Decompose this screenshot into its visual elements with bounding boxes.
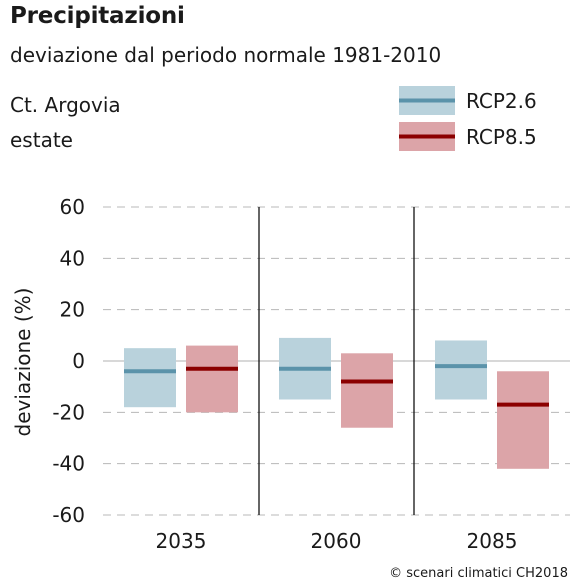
- x-tick-label: 2060: [311, 529, 362, 553]
- legend-label: RCP2.6: [466, 89, 537, 113]
- period-dividers: [258, 207, 415, 515]
- region-label: Ct. Argovia: [10, 93, 121, 117]
- y-tick-label: -60: [52, 503, 85, 527]
- range-bar-rcp26-2035: [124, 348, 176, 408]
- x-tick-labels: 2035 2060 2085: [156, 529, 518, 553]
- copyright-note: © scenari climatici CH2018: [389, 566, 568, 581]
- legend-label: RCP8.5: [466, 125, 537, 149]
- y-tick-label: 40: [60, 246, 85, 270]
- y-axis-label: deviazione (%): [11, 288, 35, 437]
- bars-group: [124, 337, 549, 469]
- y-tick-label: 0: [72, 349, 85, 373]
- y-tick-label: -40: [52, 452, 85, 476]
- range-bar-rcp26-2085: [435, 340, 487, 400]
- grid-lines: [103, 206, 570, 516]
- range-bar-rcp85-2085: [497, 371, 549, 469]
- range-bar-rcp85-2060: [341, 353, 393, 428]
- y-tick-label: 20: [60, 298, 85, 322]
- y-tick-labels: 60 40 20 0 -20 -40 -60: [52, 195, 85, 527]
- season-label: estate: [10, 128, 73, 152]
- x-tick-label: 2085: [467, 529, 518, 553]
- range-bar-rcp85-2035: [186, 345, 238, 413]
- y-tick-label: 60: [60, 195, 85, 219]
- y-tick-label: -20: [52, 400, 85, 424]
- chart-subtitle: deviazione dal periodo normale 1981-2010: [10, 43, 442, 67]
- legend: RCP2.6 RCP8.5: [399, 86, 537, 151]
- chart-title: Precipitazioni: [10, 3, 185, 29]
- x-tick-label: 2035: [156, 529, 207, 553]
